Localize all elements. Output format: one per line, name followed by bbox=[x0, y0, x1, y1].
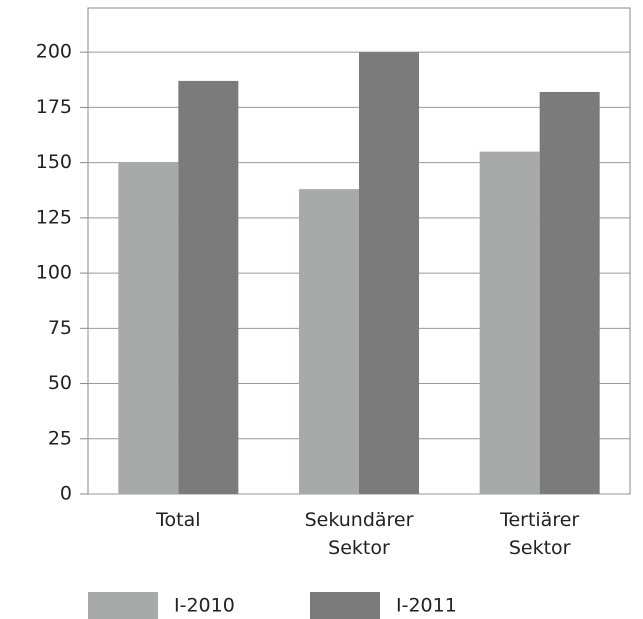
x-tick-label: Total bbox=[156, 509, 201, 531]
y-tick-label: 0 bbox=[60, 483, 72, 505]
y-tick-label: 50 bbox=[48, 372, 72, 394]
y-tick-label: 200 bbox=[36, 41, 72, 63]
legend-label: I-2010 bbox=[174, 595, 235, 617]
legend-label: I-2011 bbox=[396, 595, 457, 617]
y-tick-label: 150 bbox=[36, 151, 72, 173]
y-tick-label: 75 bbox=[48, 317, 72, 339]
bar bbox=[178, 80, 239, 495]
bar bbox=[479, 151, 540, 494]
y-tick-label: 125 bbox=[36, 206, 72, 228]
y-tick-label: 175 bbox=[36, 96, 72, 118]
x-tick-label: Sekundärer Sektor bbox=[304, 509, 414, 559]
y-tick-label: 25 bbox=[48, 427, 72, 449]
bar bbox=[118, 162, 179, 495]
bar bbox=[539, 91, 600, 494]
legend-swatch bbox=[88, 592, 158, 619]
y-tick-label: 100 bbox=[36, 262, 72, 284]
bar bbox=[359, 52, 419, 494]
legend-swatch bbox=[310, 592, 380, 619]
bar bbox=[299, 189, 359, 495]
x-tick-label: Tertiärer Sektor bbox=[500, 509, 580, 559]
